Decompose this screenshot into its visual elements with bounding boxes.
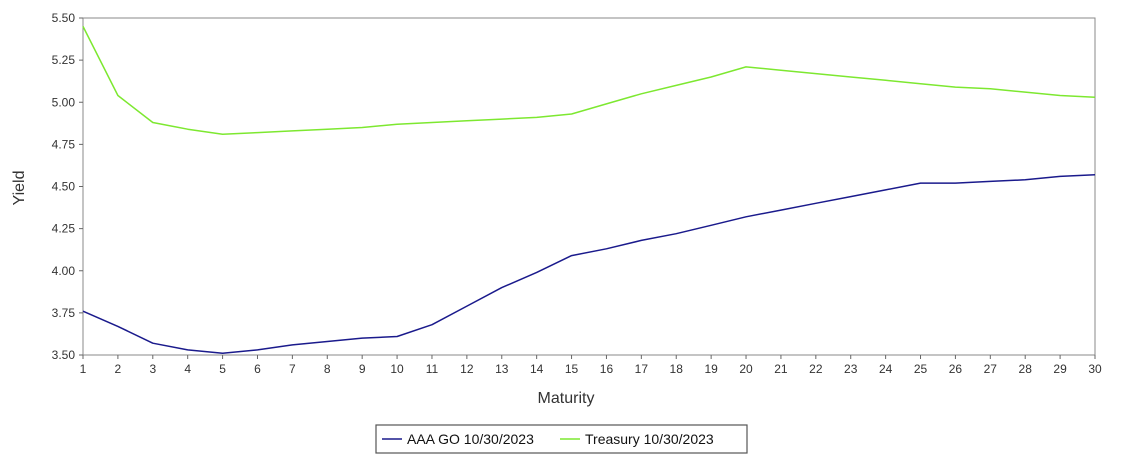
x-tick-label: 12 [460,362,474,376]
y-tick-label: 5.00 [52,95,76,109]
y-tick-label: 5.25 [52,53,76,67]
y-tick-label: 4.00 [52,264,76,278]
plot-area [82,17,1096,356]
x-tick-label: 11 [426,362,439,376]
x-axis: 1 2 3 4 5 6 7 8 9 10 11 12 13 14 15 16 17 18 19 20 21 22 23 24 2… [80,355,1102,376]
x-tick-label: 1 [80,362,87,376]
x-tick-label: 23 [844,362,858,376]
x-tick-label: 4 [184,362,191,376]
y-tick-label: 4.75 [52,137,76,151]
legend-label-aaa-go: AAA GO 10/30/2023 [407,431,534,447]
x-tick-label: 15 [565,362,579,376]
plot-border [82,17,1096,356]
x-tick-label: 29 [1053,362,1067,376]
x-tick-label: 28 [1019,362,1033,376]
x-tick-label: 27 [984,362,998,376]
y-tick-label: 4.25 [52,222,76,236]
x-tick-label: 3 [149,362,156,376]
y-tick-label: 3.75 [52,306,76,320]
x-tick-label: 22 [809,362,823,376]
x-tick-label: 25 [914,362,928,376]
y-tick-label: 4.50 [52,180,76,194]
x-tick-label: 7 [289,362,296,376]
x-tick-label: 19 [704,362,718,376]
x-tick-label: 10 [390,362,404,376]
series-line-treasury [82,26,1096,136]
y-axis: 3.50 3.75 4.00 4.25 4.50 4.75 5.00 5.25 5.50 [52,11,83,362]
x-tick-label: 21 [774,362,788,376]
legend: AAA GO 10/30/2023 Treasury 10/30/2023 [375,424,748,454]
x-tick-label: 14 [530,362,544,376]
series-layer [82,26,1096,355]
x-tick-label: 6 [254,362,261,376]
x-tick-label: 5 [219,362,226,376]
x-tick-label: 18 [670,362,684,376]
series-line-aaa-go [82,173,1096,355]
x-tick-label: 9 [359,362,366,376]
y-tick-label: 5.50 [52,11,76,25]
x-tick-label: 13 [495,362,509,376]
x-tick-label: 2 [115,362,122,376]
x-tick-label: 20 [739,362,753,376]
x-tick-label: 17 [635,362,649,376]
x-tick-label: 26 [949,362,963,376]
x-tick-label: 8 [324,362,331,376]
legend-label-treasury: Treasury 10/30/2023 [585,431,714,447]
y-axis-title: Yield [11,171,28,206]
x-tick-label: 30 [1088,362,1102,376]
x-tick-label: 16 [600,362,614,376]
y-tick-label: 3.50 [52,348,76,362]
x-axis-title: Maturity [538,390,595,407]
x-tick-label: 24 [879,362,893,376]
